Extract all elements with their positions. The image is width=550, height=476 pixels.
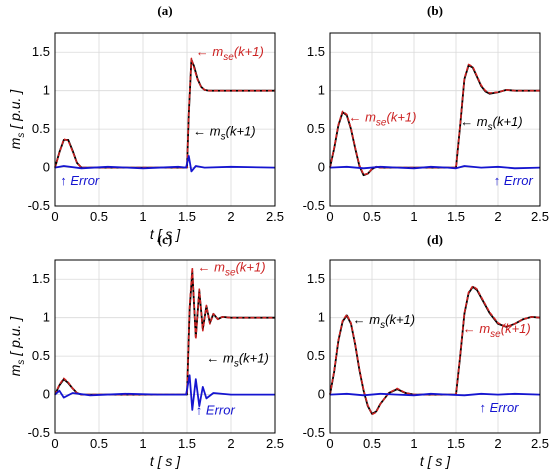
panel-label: (a) bbox=[157, 3, 172, 18]
x-tick-label: 1 bbox=[410, 209, 417, 224]
y-tick-label: 0.5 bbox=[307, 348, 325, 363]
y-tick-label: 1 bbox=[318, 310, 325, 325]
y-tick-label: 0 bbox=[318, 160, 325, 175]
y-tick-label: 0.5 bbox=[32, 121, 50, 136]
annotation: ↑ Error bbox=[196, 403, 236, 418]
y-tick-label: -0.5 bbox=[303, 198, 325, 213]
x-tick-label: 0.5 bbox=[363, 209, 381, 224]
x-tick-label: 1 bbox=[410, 436, 417, 451]
x-tick-label: 2 bbox=[227, 436, 234, 451]
x-tick-label: 1.5 bbox=[447, 209, 465, 224]
annotation: ↑ Error bbox=[60, 173, 100, 188]
panel-label: (c) bbox=[158, 232, 172, 247]
y-tick-label: 1 bbox=[43, 83, 50, 98]
series-line-mse-k-1- bbox=[54, 57, 275, 169]
series-line-error bbox=[329, 392, 541, 397]
x-tick-label: 2 bbox=[227, 209, 234, 224]
annotation: ← mse(k+1) bbox=[348, 109, 416, 128]
y-tick-label: -0.5 bbox=[28, 198, 50, 213]
y-tick-label: 0 bbox=[43, 160, 50, 175]
x-tick-label: 0.5 bbox=[90, 436, 108, 451]
x-tick-label: 0 bbox=[51, 209, 58, 224]
annotation: ← ms(k+1) bbox=[206, 350, 268, 369]
series-line-error bbox=[54, 374, 275, 411]
annotation: ← mse(k+1) bbox=[196, 44, 264, 63]
y-axis-label: ms [ p.u. ] bbox=[7, 89, 27, 150]
annotation: ← mse(k+1) bbox=[463, 321, 531, 340]
y-tick-label: 1.5 bbox=[307, 271, 325, 286]
x-tick-label: 0 bbox=[326, 436, 333, 451]
x-tick-label: 0 bbox=[326, 209, 333, 224]
x-tick-label: 1.5 bbox=[447, 436, 465, 451]
annotation: ← ms(k+1) bbox=[353, 312, 415, 331]
y-tick-label: 1 bbox=[318, 83, 325, 98]
y-tick-label: 0.5 bbox=[32, 348, 50, 363]
plot-area bbox=[330, 260, 540, 433]
axes-frame bbox=[329, 32, 541, 207]
y-tick-label: 0 bbox=[43, 387, 50, 402]
x-tick-label: 2.5 bbox=[266, 436, 284, 451]
x-axis-label: t [ s ] bbox=[420, 453, 451, 469]
annotation: ← ms(k+1) bbox=[460, 114, 522, 133]
series-line-error bbox=[54, 155, 276, 173]
x-tick-label: 2 bbox=[494, 436, 501, 451]
series-line-mse-k-1- bbox=[329, 285, 541, 416]
x-tick-label: 1 bbox=[139, 209, 146, 224]
panel-label: (d) bbox=[427, 232, 443, 247]
x-tick-label: 2.5 bbox=[531, 209, 549, 224]
series-line-mse-k-1- bbox=[54, 266, 275, 396]
y-tick-label: -0.5 bbox=[28, 425, 50, 440]
x-axis-label: t [ s ] bbox=[150, 226, 181, 242]
annotation: ← mse(k+1) bbox=[198, 260, 266, 279]
annotation: ↑ Error bbox=[480, 400, 520, 415]
x-axis-label: t [ s ] bbox=[150, 453, 181, 469]
series-line-error bbox=[329, 165, 541, 170]
y-tick-label: 1.5 bbox=[32, 271, 50, 286]
x-tick-label: 2.5 bbox=[266, 209, 284, 224]
plot-area bbox=[330, 33, 540, 206]
axes-frame bbox=[54, 259, 276, 434]
y-axis-label: ms [ p.u. ] bbox=[7, 316, 27, 377]
x-tick-label: 0 bbox=[51, 436, 58, 451]
panel-2: (b)0 0.5 1 1.5 2 2.5-0.500.511.5← mse(k+1) ← m… bbox=[303, 3, 549, 224]
axes-frame bbox=[54, 32, 276, 207]
panel-1: (a)0 0.5 1 1.5 2 2.5-0.500.511.5 ← mse(k+1)← m… bbox=[7, 3, 284, 242]
y-tick-label: -0.5 bbox=[303, 425, 325, 440]
panel-4: (d)0 0.5 1 1.5 2 2.5-0.500.511.5← ms(k+1)← ms… bbox=[303, 232, 549, 469]
y-tick-label: 1.5 bbox=[307, 44, 325, 59]
plot-area bbox=[55, 260, 275, 433]
x-tick-label: 2 bbox=[494, 209, 501, 224]
x-tick-label: 0.5 bbox=[363, 436, 381, 451]
y-tick-label: 0 bbox=[318, 387, 325, 402]
axes-frame bbox=[329, 259, 541, 434]
x-tick-label: 0.5 bbox=[90, 209, 108, 224]
annotation: ← ms(k+1) bbox=[193, 123, 255, 142]
y-tick-label: 1 bbox=[43, 310, 50, 325]
panel-label: (b) bbox=[427, 3, 443, 18]
annotation: ↑ Error bbox=[494, 173, 534, 188]
panel-3: (c)0 0.5 1 1.5 2 2.5-0.500.511.5← mse(k+1)← m… bbox=[7, 232, 284, 469]
x-tick-label: 1.5 bbox=[178, 436, 196, 451]
plot-area bbox=[55, 33, 275, 206]
x-tick-label: 2.5 bbox=[531, 436, 549, 451]
y-tick-label: 0.5 bbox=[307, 121, 325, 136]
x-tick-label: 1.5 bbox=[178, 209, 196, 224]
x-tick-label: 1 bbox=[139, 436, 146, 451]
y-tick-label: 1.5 bbox=[32, 44, 50, 59]
